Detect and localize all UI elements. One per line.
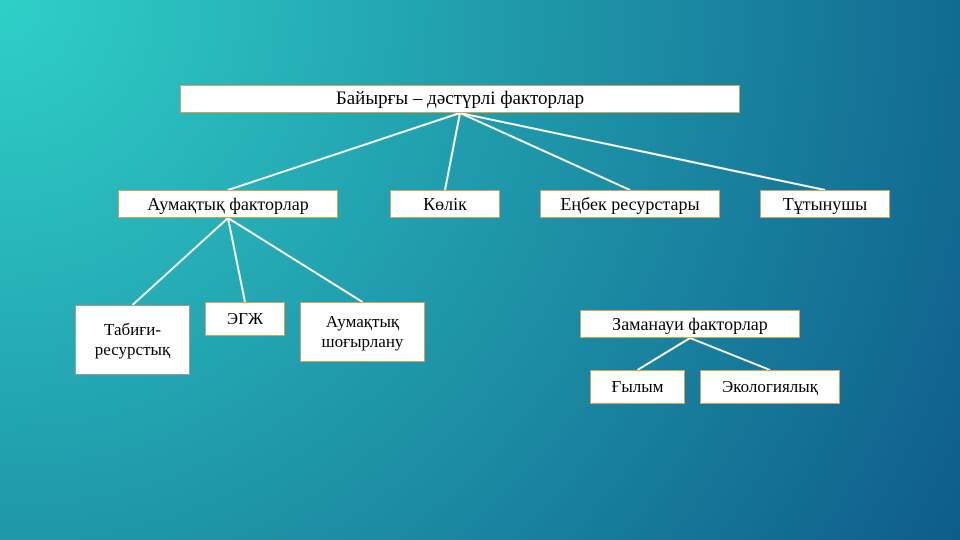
edge-modern-science xyxy=(638,338,691,370)
node-science: Ғылым xyxy=(590,370,685,404)
edges-layer xyxy=(0,0,960,540)
edge-root-transport xyxy=(445,113,460,190)
diagram-stage: Байырғы – дәстүрлі факторлар Аумақтық фак… xyxy=(0,0,960,540)
edge-territorial-natural xyxy=(133,218,229,305)
node-modern: Заманауи факторлар xyxy=(580,310,800,338)
edge-territorial-egzh xyxy=(228,218,245,302)
edge-modern-ecology xyxy=(690,338,770,370)
node-labor: Еңбек ресурстары xyxy=(540,190,720,218)
node-consumer: Тұтынушы xyxy=(760,190,890,218)
edge-root-labor xyxy=(460,113,630,190)
edge-root-consumer xyxy=(460,113,825,190)
edge-root-territorial xyxy=(228,113,460,190)
node-egzh: ЭГЖ xyxy=(205,302,285,336)
node-territorial: Аумақтық факторлар xyxy=(118,190,338,218)
node-ecology: Экологиялық xyxy=(700,370,840,404)
node-natural: Табиғи-ресурстық xyxy=(75,305,190,375)
node-root: Байырғы – дәстүрлі факторлар xyxy=(180,85,740,113)
edge-territorial-concentration xyxy=(228,218,363,302)
node-concentration: Аумақтық шоғырлану xyxy=(300,302,425,362)
node-transport: Көлік xyxy=(390,190,500,218)
